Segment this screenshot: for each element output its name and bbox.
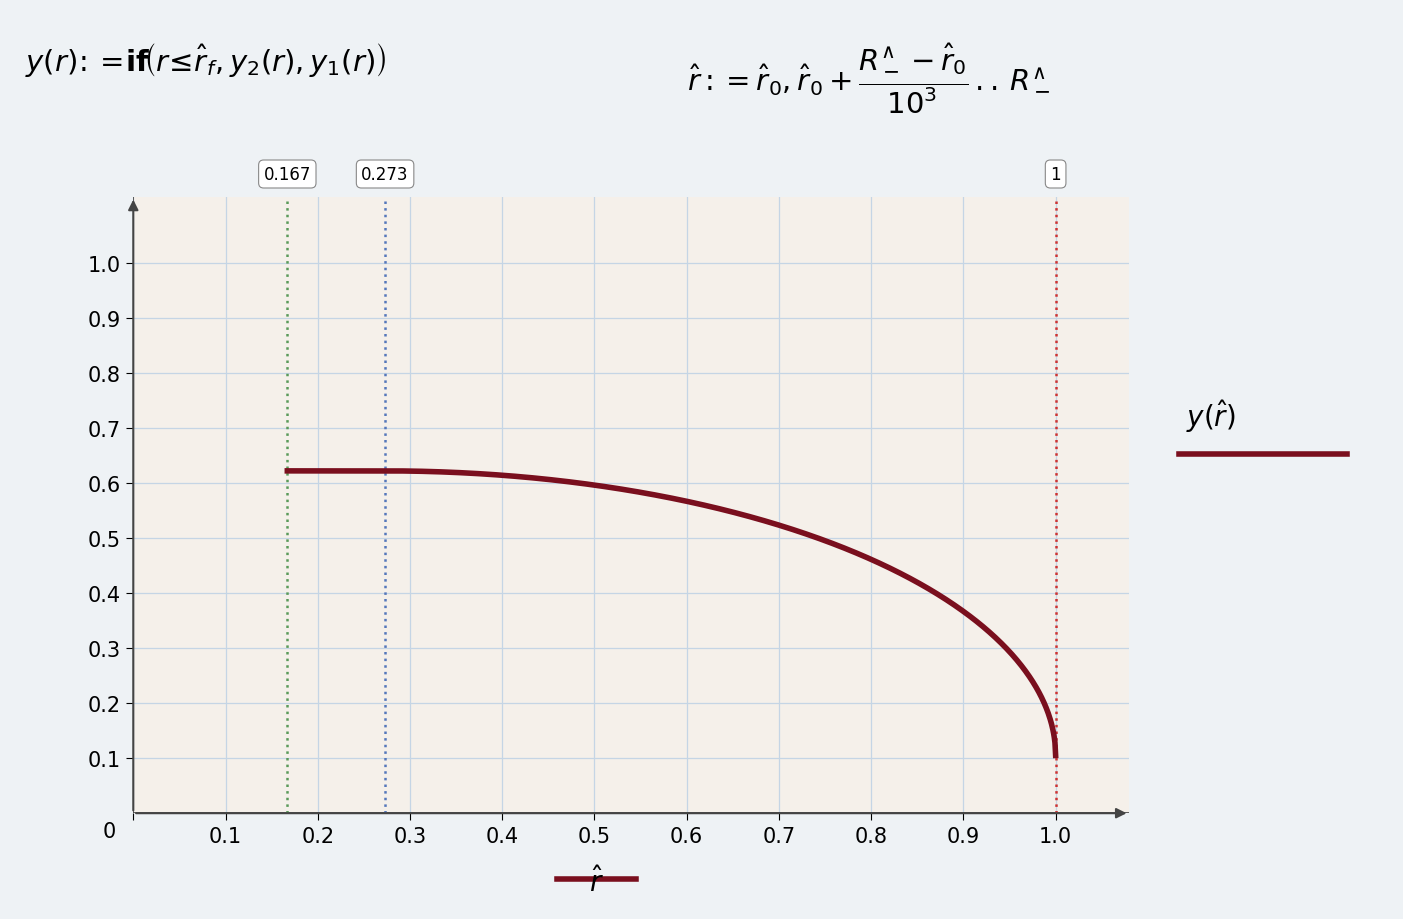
Text: 1: 1 <box>1051 165 1061 184</box>
Text: $y(\hat{r})$: $y(\hat{r})$ <box>1186 398 1235 435</box>
Text: $\hat{r}:=\hat{r}_0,\hat{r}_0+\dfrac{R_-^{\wedge}-\hat{r}_0}{10^3}\,..\,R_-^{\we: $\hat{r}:=\hat{r}_0,\hat{r}_0+\dfrac{R_-… <box>687 41 1051 116</box>
Text: $\hat{r}$: $\hat{r}$ <box>589 866 603 897</box>
Text: $y(r)\!:=\!\mathbf{if}\!\left(r\!\leq\!\hat{r}_f,y_2(r),y_1(r)\right)$: $y(r)\!:=\!\mathbf{if}\!\left(r\!\leq\!\… <box>25 41 386 79</box>
Text: 0.167: 0.167 <box>264 165 311 184</box>
Text: 0: 0 <box>102 821 116 841</box>
Text: 0.273: 0.273 <box>362 165 408 184</box>
